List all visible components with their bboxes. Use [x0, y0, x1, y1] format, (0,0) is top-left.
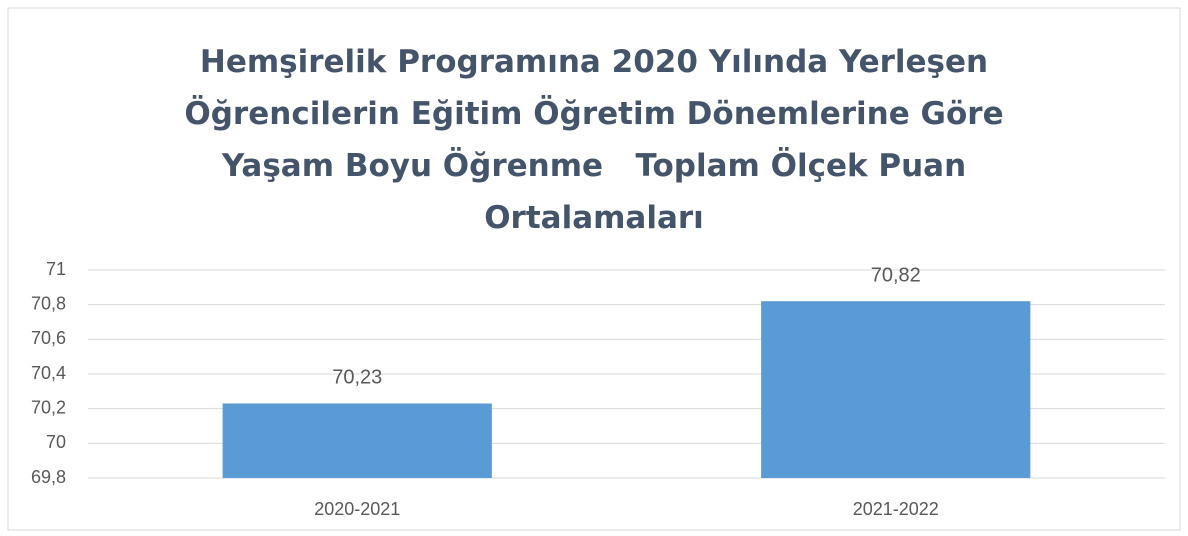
bar [222, 403, 492, 478]
y-tick-label: 70,4 [31, 363, 66, 383]
chart-title: Hemşirelik Programına 2020 Yılında Yerle… [184, 44, 1015, 236]
y-tick-label: 70,2 [31, 397, 66, 417]
data-label: 70,23 [332, 367, 382, 389]
x-tick-label: 2020-2021 [314, 499, 400, 519]
data-label: 70,82 [871, 264, 921, 286]
y-tick-label: 71 [46, 259, 66, 279]
chart-frame [7, 7, 1181, 531]
bar [761, 301, 1031, 478]
y-tick-label: 69,8 [31, 467, 66, 487]
y-tick-label: 70,6 [31, 328, 66, 348]
y-tick-label: 70 [46, 432, 66, 452]
y-tick-label: 70,8 [31, 293, 66, 313]
x-tick-label: 2021-2022 [853, 499, 939, 519]
